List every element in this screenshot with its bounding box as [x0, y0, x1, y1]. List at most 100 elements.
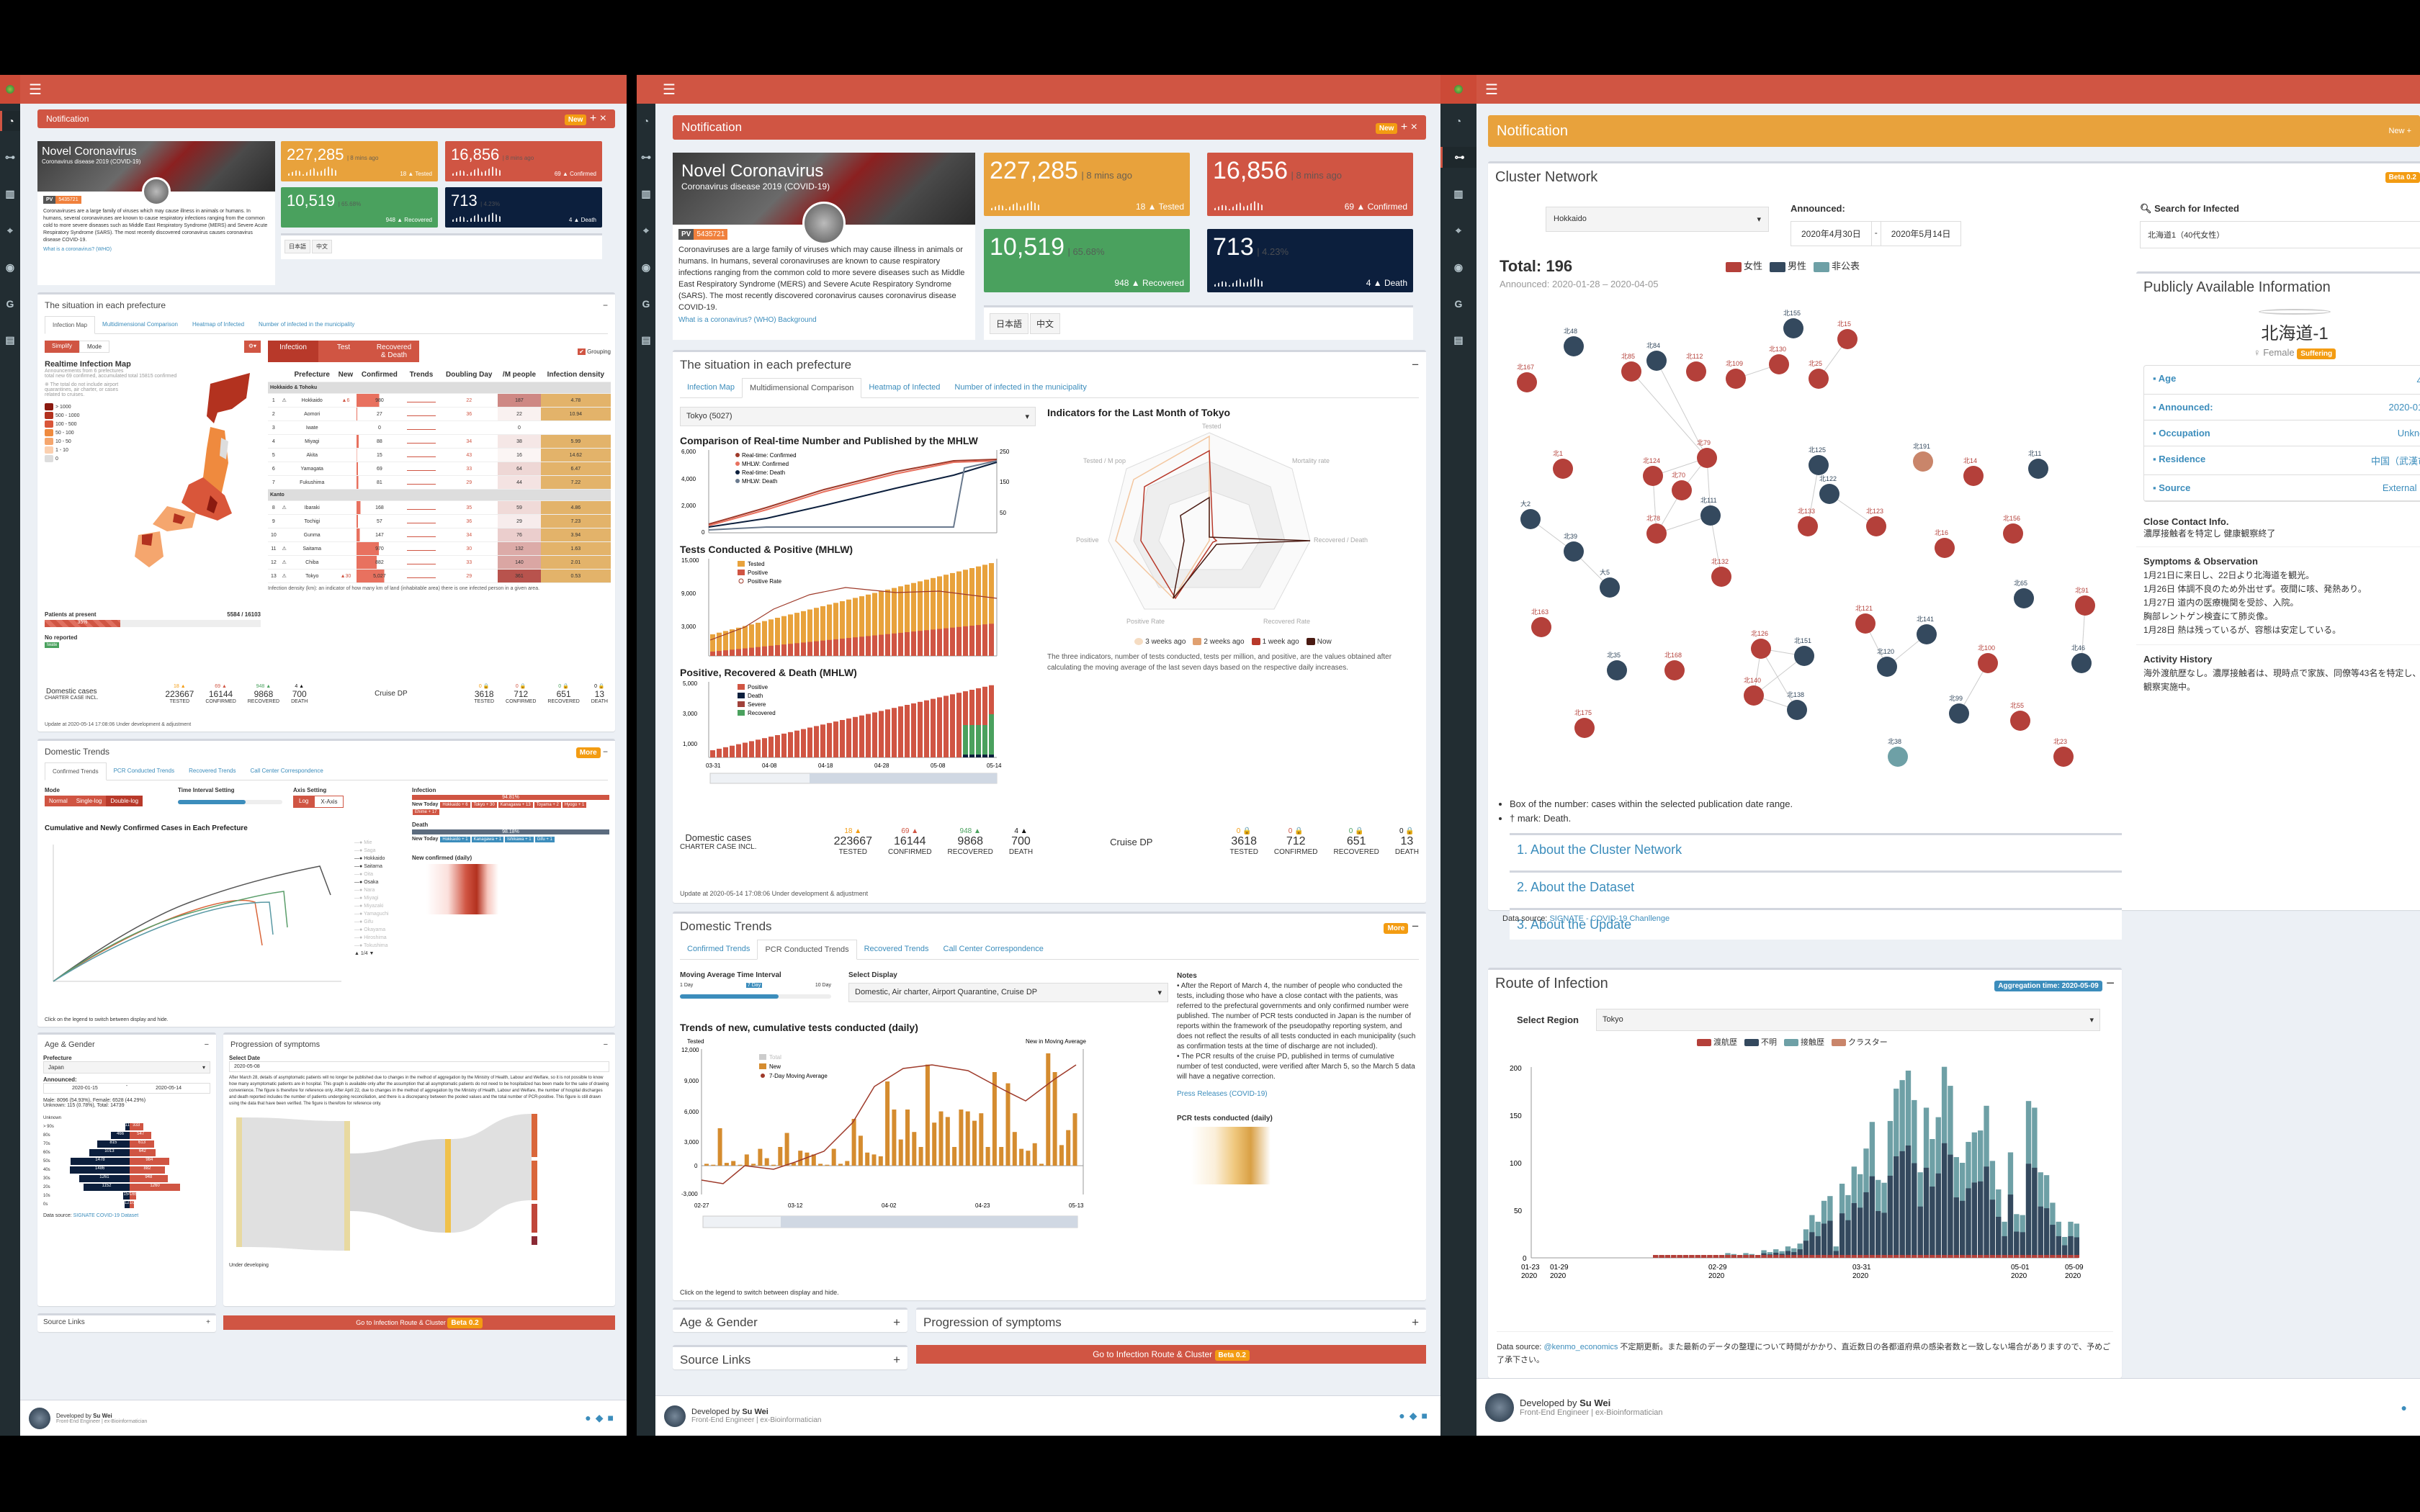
linkedin-icon[interactable]: ■	[1421, 1410, 1432, 1421]
cluster-node[interactable]	[1564, 336, 1584, 356]
cluster-node[interactable]	[1664, 660, 1685, 680]
cluster-node[interactable]	[1949, 703, 1969, 724]
dashboard-icon[interactable]: ◔	[1455, 115, 1462, 127]
settings-gear-button[interactable]: ⚙▾	[243, 341, 261, 353]
cluster-node[interactable]	[1553, 459, 1573, 479]
mode-button[interactable]: Mode	[79, 341, 110, 353]
mode-singlelog-button[interactable]: Single-log	[71, 796, 107, 806]
new-today-tag[interactable]: Hyogo + 1	[562, 802, 587, 808]
date-to-input[interactable]: 2020年5月14日	[1891, 229, 1951, 239]
display-select[interactable]: Domestic, Air charter, Airport Quarantin…	[848, 983, 1168, 1002]
recovered-death-tab-button[interactable]: Recovered & Death	[369, 341, 419, 362]
legend-item[interactable]: —● Osaka	[354, 880, 379, 885]
cluster-node[interactable]	[1531, 617, 1551, 637]
network-icon[interactable]: ⊶	[5, 151, 15, 163]
cluster-node[interactable]	[2014, 588, 2034, 608]
table-row[interactable]: 8 ⚠ Ibaraki 168 35 59 4.86	[268, 500, 611, 515]
cluster-node[interactable]	[1520, 509, 1541, 529]
tab-municipality[interactable]: Number of infected in the municipality	[259, 321, 355, 328]
table-row[interactable]: 4 Miyagi 88 34 38 5.99	[268, 434, 611, 449]
building-icon[interactable]: ▥	[1453, 188, 1464, 199]
table-row[interactable]: 9 Tochigi 57 36 29 7.23	[268, 514, 611, 528]
symptoms-box-collapsed[interactable]: Progression of symptoms +	[916, 1308, 1426, 1332]
tab-heatmap[interactable]: Heatmap of Infected	[869, 383, 941, 392]
cluster-node[interactable]	[1963, 466, 1984, 486]
social-links[interactable]: ●◆■	[585, 1412, 618, 1424]
realtime-vs-mhlw-chart[interactable]: 6,000 4,000 2,000 0 250 150 50 Real-time: Con…	[680, 446, 1036, 540]
cluster-node[interactable]	[1787, 700, 1807, 720]
map-icon[interactable]: ⌖	[7, 225, 13, 236]
region-select[interactable]: Hokkaido ▾	[1546, 207, 1769, 232]
cluster-node[interactable]	[1809, 369, 1829, 389]
social-links[interactable]: ●◆■	[1399, 1410, 1432, 1422]
legend-item[interactable]: —● Tokushima	[354, 943, 388, 948]
legend-item[interactable]: —● Gifu	[354, 919, 374, 924]
close-icon[interactable]: ×	[599, 112, 606, 125]
interval-slider[interactable]	[178, 800, 282, 804]
mode-normal-button[interactable]: Normal	[45, 796, 72, 806]
tab-pcr-trends[interactable]: PCR Conducted Trends	[113, 768, 175, 774]
table-row[interactable]: 7 Fukushima 81 29 44 7.22	[268, 475, 611, 490]
hamburger-menu-icon[interactable]: ☰	[663, 81, 676, 98]
cluster-node[interactable]	[1877, 657, 1897, 677]
who-link[interactable]: What is a coronavirus? (WHO)	[43, 247, 112, 252]
github-icon[interactable]: ●	[2401, 1401, 2411, 1413]
table-row[interactable]: 2 Aomori 27 36 22 10.94	[268, 407, 611, 421]
cluster-legend[interactable]: 女性 男性 非公表	[1726, 258, 1860, 272]
sankey-chart[interactable]	[229, 1110, 589, 1261]
cluster-node[interactable]	[1794, 646, 1814, 666]
source-links-box[interactable]: Source Links +	[673, 1345, 908, 1369]
hamburger-menu-icon[interactable]: ☰	[29, 81, 42, 98]
age-box-collapsed[interactable]: Age & Gender +	[673, 1308, 908, 1332]
death-today-tag[interactable]: Ishikawa + 1	[505, 837, 534, 842]
cluster-node[interactable]	[1888, 747, 1908, 767]
table-row[interactable]: 12 ⚠ Chiba 882 33 140 2.01	[268, 555, 611, 570]
collapse-icon[interactable]: −	[603, 1040, 608, 1049]
tab-call-center[interactable]: Call Center Correspondence	[250, 768, 323, 774]
eye-icon[interactable]: ◉	[1453, 261, 1464, 273]
book-icon[interactable]: ▤	[5, 334, 15, 346]
cluster-node[interactable]	[1700, 505, 1721, 526]
infection-tab-button[interactable]: Infection	[268, 341, 318, 362]
accordion-update[interactable]: 3. About the Update	[1510, 908, 2122, 940]
age-to-date[interactable]: 2020-05-14	[156, 1086, 182, 1091]
legend-item[interactable]: —● Mie	[354, 840, 372, 845]
dashboard-icon[interactable]: ◔	[0, 111, 20, 131]
map-icon[interactable]: ⌖	[643, 225, 649, 236]
age-from-date[interactable]: 2020-01-15	[72, 1086, 98, 1091]
map-icon[interactable]: ⌖	[1456, 225, 1461, 236]
expand-icon[interactable]: +	[589, 112, 597, 125]
tests-positive-chart[interactable]: 15,000 9,000 3,000 Tested Positive Positiv…	[680, 555, 1036, 663]
cluster-node[interactable]	[1672, 480, 1692, 500]
radar-chart[interactable]: Tested Mortality rate Recovered / Death Rec…	[1047, 418, 1371, 634]
new-today-tag[interactable]: Kanagawa + 13	[498, 802, 533, 808]
kenmo-economics-link[interactable]: @kenmo_economics	[1543, 1343, 1618, 1351]
new-today-tag[interactable]: Toyama + 2	[534, 802, 561, 808]
accordion-cluster-network[interactable]: 1. About the Cluster Network	[1510, 833, 2122, 865]
tab-recovered-trends[interactable]: Recovered Trends	[864, 945, 929, 953]
cluster-node[interactable]	[2010, 711, 2030, 731]
cluster-node[interactable]	[2053, 747, 2074, 767]
tab-pcr-trends[interactable]: PCR Conducted Trends	[757, 940, 857, 960]
cluster-node[interactable]	[1607, 660, 1627, 680]
source-links-box[interactable]: Source Links +	[37, 1313, 216, 1332]
go-to-cluster-button[interactable]: Go to Infection Route & Cluster Beta 0.2	[223, 1315, 615, 1330]
cluster-node[interactable]	[1978, 653, 1998, 673]
legend-item[interactable]: —● Saga	[354, 848, 376, 853]
legend-item[interactable]: —● Yamaguchi	[354, 912, 389, 917]
lang-ja-button[interactable]: 日本語	[284, 240, 310, 253]
github-icon[interactable]: ●	[585, 1412, 596, 1423]
cluster-node[interactable]	[1783, 318, 1803, 338]
cluster-node[interactable]	[1866, 516, 1886, 536]
network-icon[interactable]: ⊶	[1440, 147, 1476, 168]
signate-link[interactable]: SIGNATE COVID-19 Dataset	[73, 1213, 139, 1218]
cluster-node[interactable]	[1564, 541, 1584, 562]
eye-icon[interactable]: ◉	[641, 261, 651, 273]
more-button[interactable]: More	[575, 747, 601, 758]
tab-confirmed-trends[interactable]: Confirmed Trends	[687, 945, 750, 953]
signate-challenge-link[interactable]: SIGNATE - COVID-19 Chanllenge	[1549, 914, 1670, 923]
death-today-tag[interactable]: Kanagawa + 1	[471, 837, 504, 842]
dashboard-icon[interactable]: ◔	[642, 115, 650, 127]
expand-icon[interactable]: +	[1412, 1315, 1419, 1329]
